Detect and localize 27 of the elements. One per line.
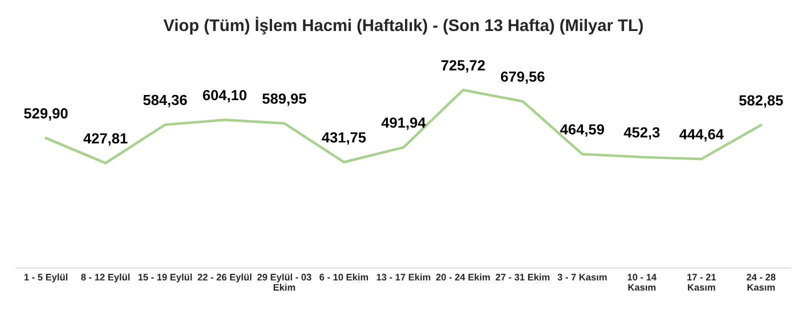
data-label: 464,59 [560,124,604,137]
data-label: 427,81 [83,133,128,146]
x-tick-label: 27 - 31 Ekim [496,274,550,281]
data-label: 582,85 [739,95,783,108]
x-tick-label: 13 - 17 Ekim [376,274,430,281]
data-label: 589,95 [262,93,306,106]
data-label: 604,10 [202,90,246,102]
data-label: 584,36 [143,94,187,108]
x-tick-label: 22 - 26 Eylül [198,274,252,282]
data-label: 431,75 [322,132,366,145]
x-tick-label: 1 - 5 Eylül [24,274,68,282]
x-tick-label: 8 - 12 Eylül [81,274,130,282]
x-tick-label: 24 - 28 Kasım [746,274,776,291]
x-tick-label: 17 - 21 Kasım [687,274,716,291]
x-tick-label: 15 - 19 Eylül [138,274,192,282]
x-tick-label: 29 Eylül - 03 Ekim [257,274,312,291]
data-label: 491,94 [381,117,426,130]
x-tick-label: 6 - 10 Ekim [320,274,368,280]
data-label: 452,3 [624,127,660,140]
data-label: 529,90 [24,108,68,121]
data-label: 725,72 [441,60,485,73]
data-label: 679,56 [500,71,544,84]
x-tick-label: 20 - 24 Ekim [436,274,490,280]
data-label: 444,64 [679,129,724,142]
chart-title: Viop (Tüm) İşlem Hacmi (Haftalık) - (Son 13 Hafta) (Milyar TL) [163,16,643,34]
x-tick-label: 3 - 7 Kasım [558,274,607,281]
x-tick-label: 10 - 14 Kasım [628,274,657,291]
